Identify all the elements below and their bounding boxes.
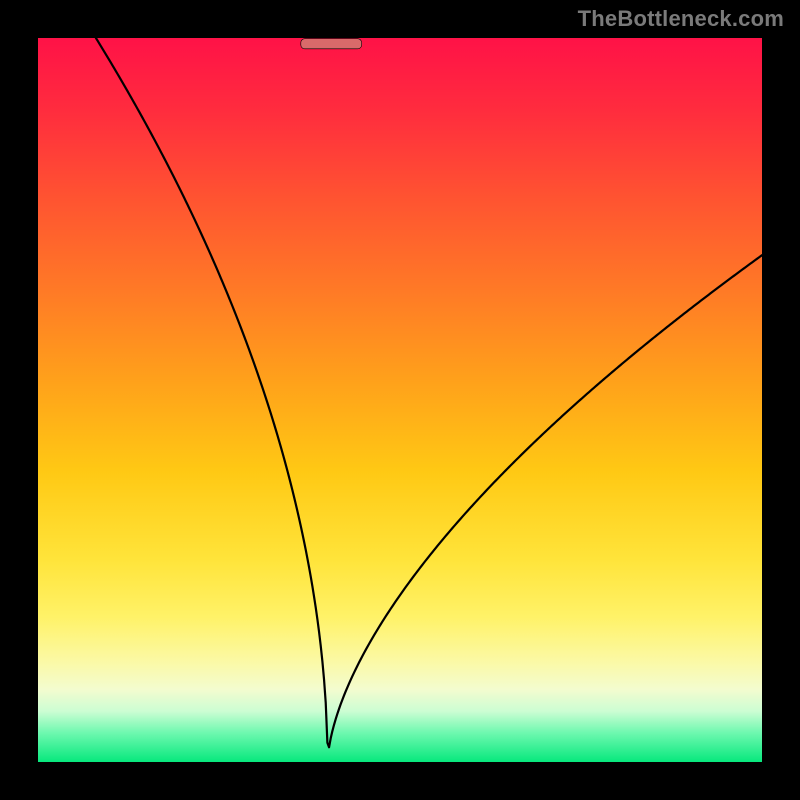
plot-area [38,38,762,762]
dip-marker [301,39,362,49]
figure-root: TheBottleneck.com [0,0,800,800]
watermark-text: TheBottleneck.com [578,6,784,32]
bottleneck-chart [0,0,800,800]
